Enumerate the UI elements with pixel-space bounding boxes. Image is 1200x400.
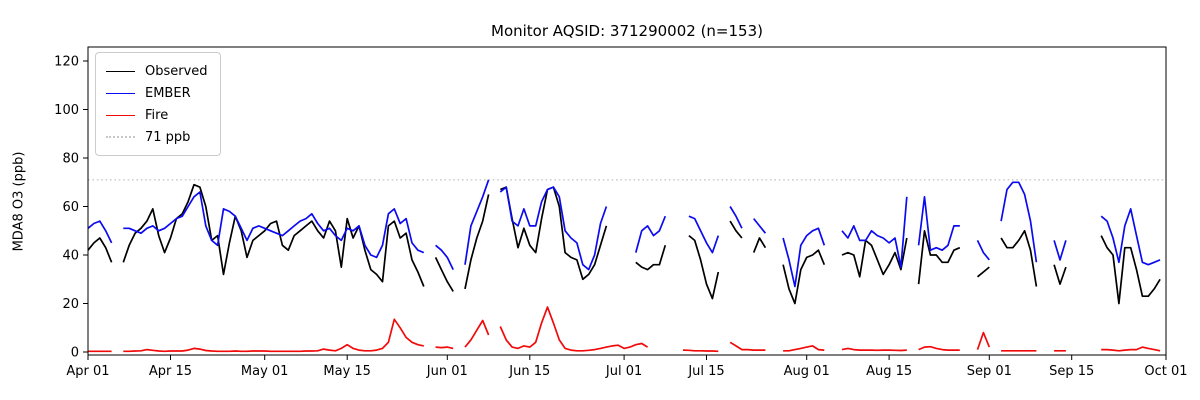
x-tick-label: Sep 01 xyxy=(967,364,1012,379)
y-tick-label: 100 xyxy=(54,103,79,118)
x-tick-label: Jun 01 xyxy=(426,364,468,379)
x-tick-label: Sep 15 xyxy=(1049,364,1094,379)
y-tick-label: 60 xyxy=(62,200,79,215)
y-axis-label: MDA8 O3 (ppb) xyxy=(11,151,27,252)
x-tick-label: Jun 15 xyxy=(508,364,550,379)
legend-item-observed: Observed xyxy=(106,60,208,82)
observed-line-sample xyxy=(106,70,135,72)
legend-label-fire: Fire xyxy=(145,107,169,123)
y-tick-label: 120 xyxy=(54,55,79,70)
x-tick-label: Oct 01 xyxy=(1144,364,1187,379)
axes-frame xyxy=(87,46,1167,356)
x-tick-label: May 01 xyxy=(241,364,289,379)
legend-label-ember: EMBER xyxy=(145,85,191,101)
x-tick-label: Apr 15 xyxy=(149,364,192,379)
x-tick-label: Aug 01 xyxy=(784,364,830,379)
series-line-fire xyxy=(88,306,1161,353)
legend-item-ember: EMBER xyxy=(106,82,208,104)
x-tick-label: Apr 01 xyxy=(66,364,109,379)
x-tick-label: Jul 15 xyxy=(687,364,724,379)
legend: Observed EMBER Fire 71 ppb xyxy=(95,52,221,156)
y-tick-label: 80 xyxy=(62,152,79,167)
legend-label-observed: Observed xyxy=(145,63,208,79)
legend-item-threshold: 71 ppb xyxy=(106,126,208,148)
ember-line-sample xyxy=(106,92,135,94)
y-tick-label: 20 xyxy=(62,297,79,312)
y-tick-label: 0 xyxy=(71,346,79,361)
x-tick-label: Aug 15 xyxy=(866,364,912,379)
legend-label-threshold: 71 ppb xyxy=(145,129,191,145)
x-tick-label: May 15 xyxy=(323,364,371,379)
series-line-ember xyxy=(87,179,1161,288)
series-line-observed xyxy=(87,183,1161,305)
legend-item-fire: Fire xyxy=(106,104,208,126)
chart-title: Monitor AQSID: 371290002 (n=153) xyxy=(491,22,763,40)
y-tick-label: 40 xyxy=(62,249,79,264)
x-tick-label: Jul 01 xyxy=(605,364,642,379)
fire-line-sample xyxy=(106,114,135,116)
threshold-line-sample xyxy=(106,136,135,138)
